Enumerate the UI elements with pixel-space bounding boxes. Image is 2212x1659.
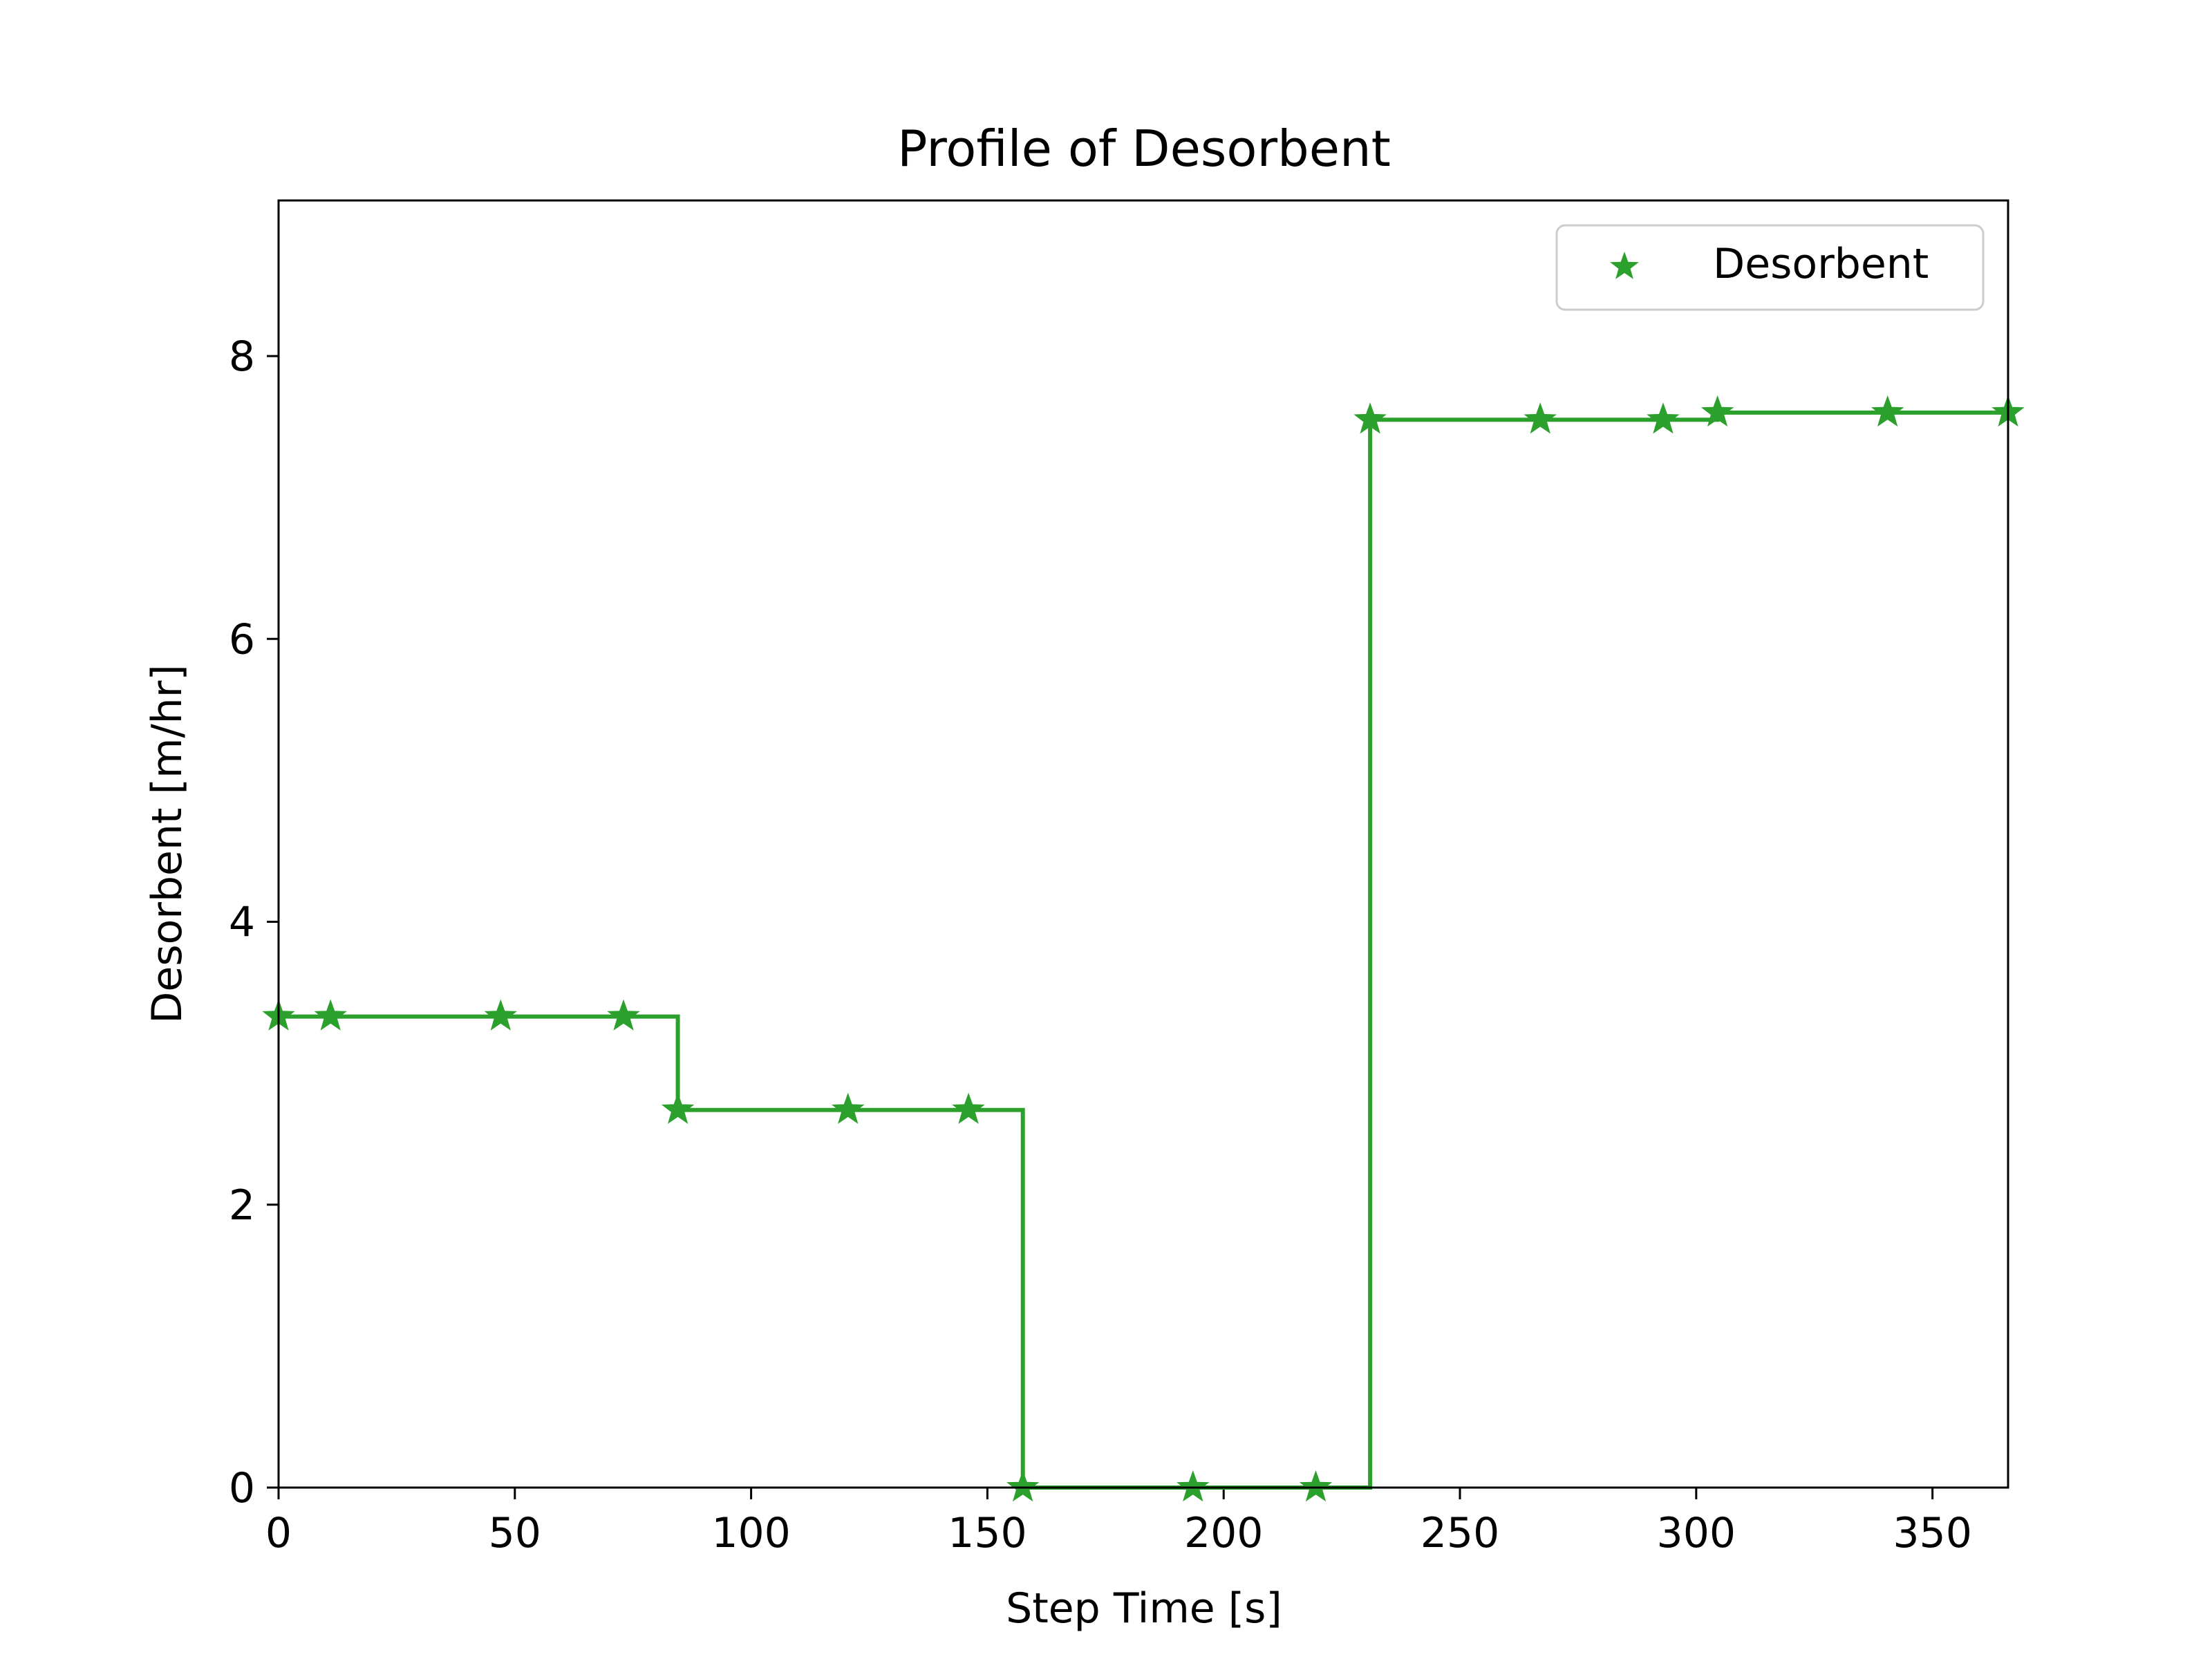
x-axis-ticks: 0 50 100 150 200 250 300 350	[265, 1488, 1972, 1557]
data-point-star	[1353, 402, 1387, 434]
data-point-star	[1647, 402, 1680, 434]
data-point-star	[1299, 1470, 1333, 1502]
data-point-star	[484, 999, 517, 1031]
data-point-star	[661, 1092, 695, 1124]
x-tick-label: 200	[1184, 1509, 1264, 1557]
legend: Desorbent	[1555, 224, 1985, 311]
x-tick-label: 350	[1893, 1509, 1972, 1557]
y-tick-label: 6	[229, 615, 255, 664]
legend-label: Desorbent	[1713, 240, 1929, 288]
y-tick-label: 2	[229, 1181, 255, 1230]
x-tick-label: 0	[265, 1509, 292, 1557]
plot-frame	[277, 199, 2009, 1489]
x-tick-label: 300	[1657, 1509, 1736, 1557]
y-axis-label: Desorbent [m/hr]	[143, 664, 191, 1024]
legend-frame	[1555, 224, 1985, 311]
y-tick-label: 8	[229, 332, 255, 381]
data-point-star	[831, 1092, 865, 1124]
legend-star-marker	[1610, 252, 1639, 279]
x-axis-label: Step Time [s]	[1006, 1584, 1282, 1633]
data-point-star	[1871, 395, 1904, 427]
y-tick-label: 0	[229, 1464, 255, 1512]
data-point-star	[1006, 1470, 1040, 1502]
x-tick-label: 150	[948, 1509, 1027, 1557]
data-point-star	[1700, 395, 1734, 427]
chart-title: Profile of Desorbent	[897, 120, 1391, 178]
data-point-star	[952, 1092, 985, 1124]
x-tick-label: 250	[1421, 1509, 1500, 1557]
x-tick-label: 50	[489, 1509, 541, 1557]
data-point-star	[1177, 1470, 1210, 1502]
data-point-star	[314, 999, 347, 1031]
x-tick-label: 100	[711, 1509, 791, 1557]
y-axis-ticks: 0 2 4 6 8	[229, 332, 279, 1512]
y-tick-label: 4	[229, 899, 255, 947]
data-point-star	[1524, 402, 1557, 434]
data-point-star	[607, 999, 640, 1031]
